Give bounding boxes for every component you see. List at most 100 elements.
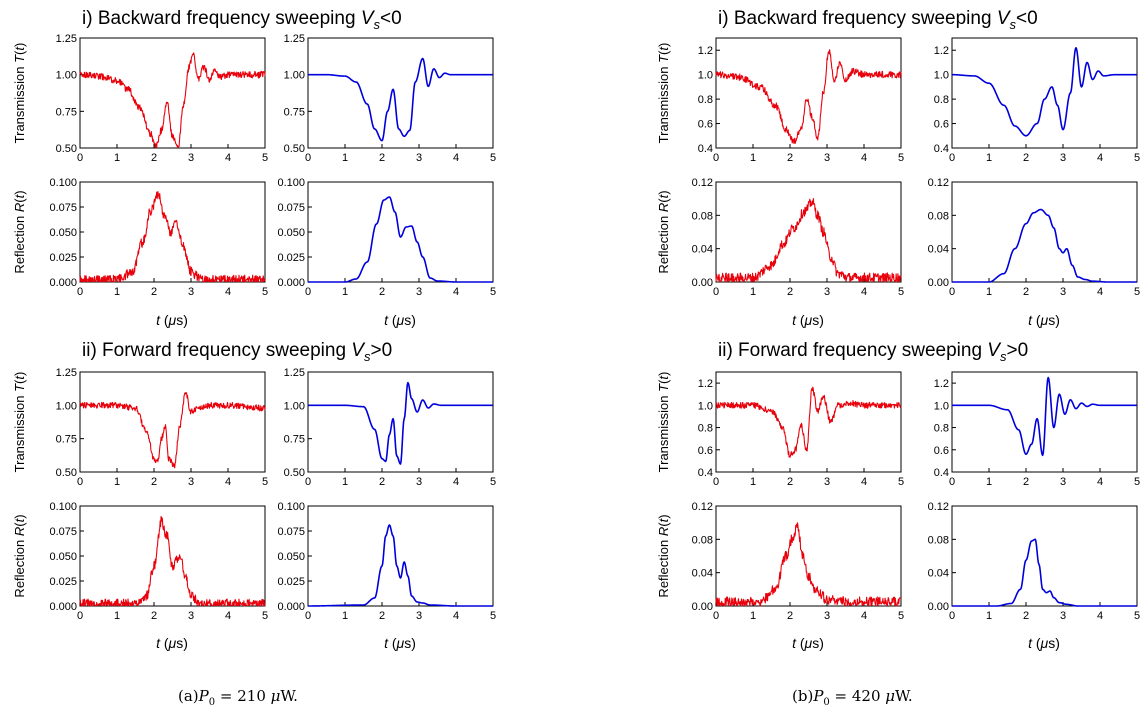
x-tick-label: 0: [713, 610, 719, 622]
panel-a-back-T-exp: 0.50 0.75 1.00 1.25 0 1 2 3 4 5: [56, 33, 268, 164]
series-line-experiment: [79, 392, 266, 469]
y-tick-label: 0.12: [692, 501, 713, 513]
x-tick-label: 3: [416, 610, 422, 622]
y-tick-label: 0.8: [934, 423, 949, 435]
x-tick-label: 4: [225, 476, 231, 488]
section-title-forward-a: ii) Forward frequency sweeping Vs>0: [82, 340, 392, 364]
y-axis-label-b-fwd-T: Transmission T(t): [656, 372, 671, 473]
x-tick-label: 1: [342, 610, 348, 622]
y-tick-label: 0.12: [692, 177, 713, 189]
y-tick-label: 1.25: [56, 33, 77, 45]
y-tick-label: 1.2: [698, 378, 713, 390]
series-line-experiment: [79, 191, 266, 283]
y-tick-label: 0.050: [277, 551, 305, 563]
x-tick-label: 0: [77, 286, 83, 298]
y-tick-label: 0.08: [928, 534, 949, 546]
y-tick-label: 1.0: [698, 70, 713, 82]
x-tick-label: 2: [151, 286, 157, 298]
y-tick-label: 0.025: [277, 252, 305, 264]
x-tick-label: 5: [898, 286, 904, 298]
x-tick-label: 0: [713, 152, 719, 164]
section-title-backward-b: i) Backward frequency sweeping Vs<0: [718, 8, 1038, 32]
panel-a-fwd-T-th: 0.50 0.75 1.00 1.25 0 1 2 3 4 5: [284, 367, 496, 488]
y-tick-label: 1.2: [934, 378, 949, 390]
x-tick-label: 5: [490, 152, 496, 164]
y-tick-label: 1.0: [934, 70, 949, 82]
y-tick-label: 1.25: [284, 367, 305, 379]
svg-text:Transmission T(t): Transmission T(t): [12, 372, 27, 473]
y-tick-label: 1.00: [284, 70, 305, 82]
svg-text:Reflection R(t): Reflection R(t): [656, 514, 671, 597]
plot-frame: [715, 181, 902, 283]
y-tick-label: 1.0: [698, 400, 713, 412]
x-tick-label: 4: [861, 286, 867, 298]
x-tick-label: 5: [262, 476, 268, 488]
plot-frame: [307, 181, 494, 283]
plot-frame: [951, 371, 1138, 473]
x-tick-label: 2: [1023, 476, 1029, 488]
series-line-theory: [951, 46, 1138, 137]
x-tick-label: 3: [188, 286, 194, 298]
panel-b-back-R-exp: 0.00 0.04 0.08 0.12 0 1 2 3 4 5: [692, 177, 904, 298]
series-line-experiment: [715, 386, 902, 458]
x-tick-label: 5: [490, 286, 496, 298]
x-tick-label: 5: [490, 476, 496, 488]
x-tick-label: 1: [342, 152, 348, 164]
x-axis-label-a-fwd-exp: t (μs): [156, 635, 188, 651]
x-tick-label: 0: [305, 152, 311, 164]
y-tick-label: 0.4: [698, 143, 713, 155]
y-axis-label-a-back-T: Transmission T(t): [12, 43, 27, 144]
x-tick-label: 2: [787, 610, 793, 622]
x-tick-label: 0: [949, 476, 955, 488]
y-tick-label: 1.00: [284, 400, 305, 412]
x-tick-label: 2: [787, 286, 793, 298]
y-tick-label: 0.075: [49, 526, 77, 538]
plot-frame: [79, 37, 266, 149]
y-tick-label: 0.75: [56, 434, 77, 446]
y-tick-label: 0.8: [934, 94, 949, 106]
x-tick-label: 4: [1097, 152, 1103, 164]
x-tick-label: 1: [114, 286, 120, 298]
y-tick-label: 0.100: [277, 177, 305, 189]
y-tick-label: 0.50: [284, 143, 305, 155]
x-tick-label: 3: [188, 476, 194, 488]
y-tick-label: 0.025: [277, 576, 305, 588]
y-tick-label: 0.6: [698, 119, 713, 131]
plot-frame: [307, 505, 494, 607]
x-axis-label-b-fwd-exp: t (μs): [792, 635, 824, 651]
x-tick-label: 1: [986, 476, 992, 488]
plot-frame: [307, 371, 494, 473]
y-tick-label: 0.000: [49, 277, 77, 289]
panel-b-fwd-R-exp: 0.00 0.04 0.08 0.12 0 1 2 3 4 5: [692, 501, 904, 622]
y-tick-label: 0.025: [49, 576, 77, 588]
y-tick-label: 1.25: [284, 33, 305, 45]
y-tick-label: 0.08: [928, 210, 949, 222]
series-line-theory: [307, 524, 494, 607]
x-tick-label: 2: [1023, 152, 1029, 164]
x-tick-label: 3: [188, 610, 194, 622]
y-axis-label-a-fwd-R: Reflection R(t): [12, 514, 27, 597]
y-tick-label: 0.075: [277, 526, 305, 538]
x-tick-label: 0: [77, 152, 83, 164]
x-tick-label: 2: [379, 152, 385, 164]
x-tick-label: 5: [1134, 476, 1140, 488]
x-tick-label: 3: [1060, 476, 1066, 488]
y-tick-label: 0.00: [692, 277, 713, 289]
x-tick-label: 4: [225, 286, 231, 298]
plot-frame: [79, 505, 266, 607]
series-line-theory: [307, 196, 494, 283]
panel-a-back-R-th: 0.000 0.025 0.050 0.075 0.100 0 1 2 3 4 5: [277, 177, 496, 298]
panel-a-fwd-T-exp: 0.50 0.75 1.00 1.25 0 1 2 3 4 5: [56, 367, 268, 488]
x-tick-label: 5: [898, 152, 904, 164]
y-tick-label: 0.12: [928, 177, 949, 189]
x-tick-label: 2: [1023, 610, 1029, 622]
panel-a-back-T-th: 0.50 0.75 1.00 1.25 0 1 2 3 4 5: [284, 33, 496, 164]
x-tick-label: 4: [861, 476, 867, 488]
svg-text:Transmission T(t): Transmission T(t): [656, 43, 671, 144]
plot-frame: [951, 505, 1138, 607]
x-tick-label: 0: [77, 610, 83, 622]
x-tick-label: 2: [379, 476, 385, 488]
x-tick-label: 0: [305, 476, 311, 488]
y-tick-label: 0.8: [698, 423, 713, 435]
